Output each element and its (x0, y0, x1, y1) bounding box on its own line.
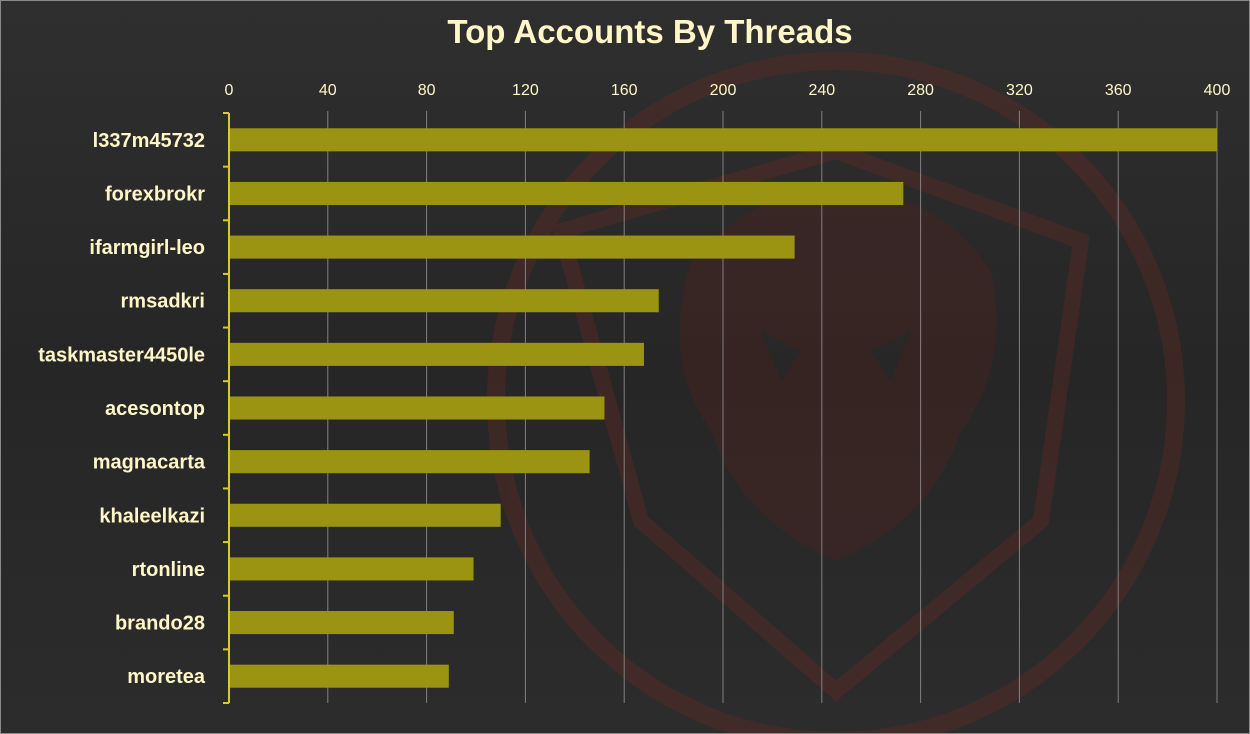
x-tick-label: 280 (907, 82, 934, 99)
bar (229, 611, 454, 635)
bar (229, 557, 474, 581)
x-tick-label: 160 (611, 82, 638, 99)
bar (229, 664, 449, 688)
category-label: ifarmgirl-leo (89, 237, 205, 259)
x-tick-label: 0 (225, 82, 234, 99)
x-tick-label: 240 (808, 82, 835, 99)
category-label: forexbrokr (105, 183, 205, 205)
category-label: brando28 (115, 613, 205, 635)
bar (229, 181, 904, 205)
x-tick-label: 120 (512, 82, 539, 99)
category-label: magnacarta (93, 452, 206, 474)
bar (229, 342, 644, 366)
bar (229, 450, 590, 474)
chart-title: Top Accounts By Threads (447, 13, 852, 50)
category-label: rmsadkri (121, 291, 206, 313)
category-label: l337m45732 (93, 130, 205, 152)
category-label: taskmaster4450le (38, 344, 205, 366)
x-tick-label: 400 (1204, 82, 1231, 99)
x-tick-label: 360 (1105, 82, 1132, 99)
category-label: rtonline (132, 559, 205, 581)
bar (229, 128, 1217, 152)
category-label: khaleelkazi (99, 505, 205, 527)
bar (229, 235, 795, 259)
bar (229, 503, 501, 527)
x-tick-label: 200 (710, 82, 737, 99)
category-label: moretea (127, 666, 206, 688)
bar (229, 396, 605, 420)
x-tick-label: 80 (418, 82, 436, 99)
x-tick-label: 320 (1006, 82, 1033, 99)
bar (229, 289, 659, 313)
x-tick-label: 40 (319, 82, 337, 99)
category-label: acesontop (105, 398, 205, 420)
